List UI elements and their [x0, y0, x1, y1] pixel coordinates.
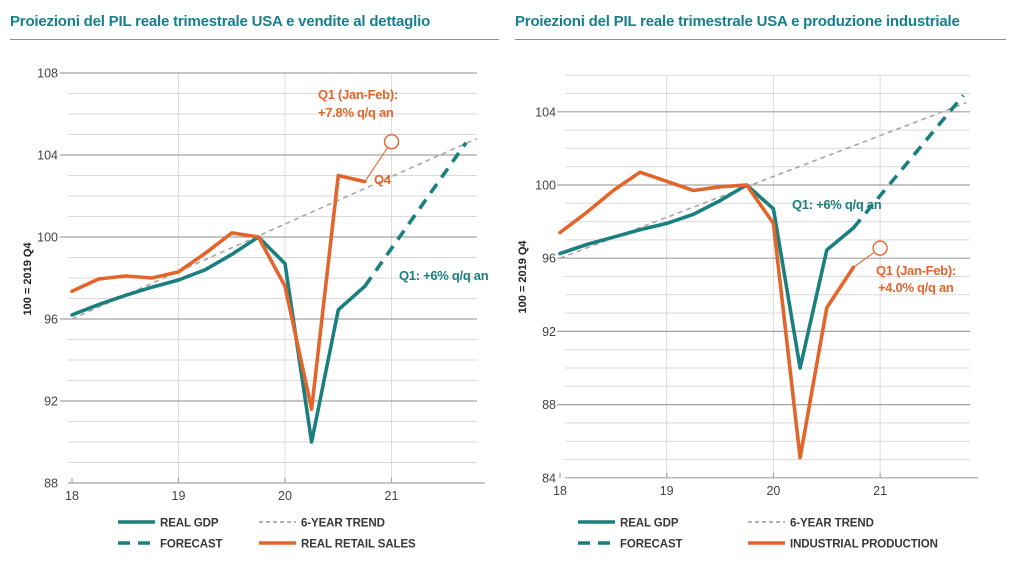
- chart-left-title: Proiezioni del PIL reale trimestrale USA…: [10, 13, 431, 30]
- chart-right-canvas: 18 19 20 21 84 88 92 96 100 104 100 = 2019 Q4 Q1: +…: [517, 74, 978, 551]
- x-tick-label: 18: [553, 484, 567, 498]
- chart-legend: REAL GDP 6-YEAR TREND FORECAST REAL RETAIL …: [118, 518, 416, 551]
- x-tick-labels: 18 19 20 21: [553, 484, 887, 498]
- projection-connector-line: [854, 252, 874, 267]
- legend-item-industrial-production: INDUSTRIAL PRODUCTION: [748, 539, 938, 551]
- x-axis: [559, 472, 978, 479]
- annotation-text: Q1: +6% q/q an: [399, 268, 489, 283]
- legend-item-forecast: FORECAST: [118, 539, 223, 551]
- legend-label: INDUSTRIAL PRODUCTION: [790, 539, 938, 551]
- legend-label: 6-YEAR TREND: [301, 518, 385, 530]
- chart-right-title: Proiezioni del PIL reale trimestrale USA…: [515, 13, 960, 30]
- y-axis-title: 100 = 2019 Q4: [517, 240, 529, 314]
- legend-label: 6-YEAR TREND: [790, 518, 874, 530]
- y-tick-label: 84: [542, 471, 556, 485]
- projection-point-marker: [872, 240, 888, 256]
- y-tick-labels: 88 92 96 100 104 108: [37, 67, 58, 491]
- legend-item-real-retail-sales: REAL RETAIL SALES: [259, 539, 416, 551]
- series-line-real-gdp: [558, 183, 856, 370]
- y-tick-label: 100: [535, 179, 556, 193]
- y-tick-label: 104: [37, 149, 58, 163]
- y-tick-label: 96: [542, 252, 556, 266]
- series-line-forecast: [852, 94, 965, 230]
- x-axis: [68, 478, 485, 484]
- legend-item-6-year-trend: 6-YEAR TREND: [748, 518, 874, 530]
- y-tick-label: 88: [542, 398, 556, 412]
- annotations: Q1 (Jan-Feb): +7.8% q/q an Q4 Q1: +6% q/q a…: [318, 87, 489, 283]
- x-tick-label: 21: [385, 489, 399, 503]
- x-tick-label: 19: [172, 489, 186, 503]
- series-line-6-year-trend: [71, 137, 478, 320]
- series-line-forecast: [363, 141, 468, 288]
- annotation-text: Q1 (Jan-Feb):: [876, 263, 956, 278]
- annotation-text: Q1 (Jan-Feb):: [318, 87, 398, 102]
- legend-label: FORECAST: [620, 539, 683, 551]
- annotation-text: +7.8% q/q an: [318, 105, 394, 120]
- legend-item-forecast: FORECAST: [578, 539, 683, 551]
- chart-right-title-underline: [515, 39, 1006, 40]
- chart-left-canvas: 18 19 20 21 88 92 96 100 104 108 100 = 2019 Q4 Q1 (…: [22, 67, 489, 551]
- y-tick-labels: 84 88 92 96 100 104: [535, 105, 556, 485]
- annotation-text: Q4: [374, 172, 392, 187]
- x-tick-label: 20: [278, 489, 292, 503]
- annotation-text: Q1: +6% q/q an: [792, 197, 882, 212]
- projection-connector-line: [365, 148, 388, 181]
- series-line-industrial-production: [558, 170, 856, 460]
- legend-label: REAL RETAIL SALES: [301, 539, 416, 551]
- y-tick-label: 92: [542, 325, 556, 339]
- annotation-text: +4.0% q/q an: [878, 280, 954, 295]
- y-axis-title: 100 = 2019 Q4: [22, 242, 34, 316]
- legend-item-6-year-trend: 6-YEAR TREND: [259, 518, 385, 530]
- series-line-real-gdp: [70, 235, 367, 444]
- horizontal-gridlines: [60, 72, 477, 463]
- legend-item-real-gdp: REAL GDP: [118, 518, 219, 530]
- horizontal-gridlines: [557, 74, 970, 460]
- legend-item-real-gdp: REAL GDP: [578, 518, 679, 530]
- x-tick-label: 19: [660, 484, 674, 498]
- x-tick-labels: 18 19 20 21: [65, 489, 398, 503]
- y-tick-label: 88: [44, 477, 58, 491]
- x-tick-label: 21: [873, 484, 887, 498]
- y-tick-label: 92: [44, 395, 58, 409]
- x-tick-label: 20: [766, 484, 780, 498]
- series-line-real-retail-sales: [70, 173, 367, 412]
- annotations: Q1: +6% q/q an Q1 (Jan-Feb): +4.0% q/q an: [792, 197, 956, 295]
- x-tick-label: 18: [65, 489, 79, 503]
- y-tick-label: 104: [535, 105, 556, 119]
- projection-point-marker: [383, 133, 400, 150]
- y-tick-label: 108: [37, 67, 58, 81]
- chart-legend: REAL GDP 6-YEAR TREND FORECAST INDUSTRIAL P…: [578, 518, 938, 551]
- chart-left-title-underline: [10, 39, 499, 40]
- legend-label: REAL GDP: [620, 518, 679, 530]
- legend-label: REAL GDP: [160, 518, 219, 530]
- y-tick-label: 100: [37, 231, 58, 245]
- y-tick-label: 96: [44, 313, 58, 327]
- legend-label: FORECAST: [160, 539, 223, 551]
